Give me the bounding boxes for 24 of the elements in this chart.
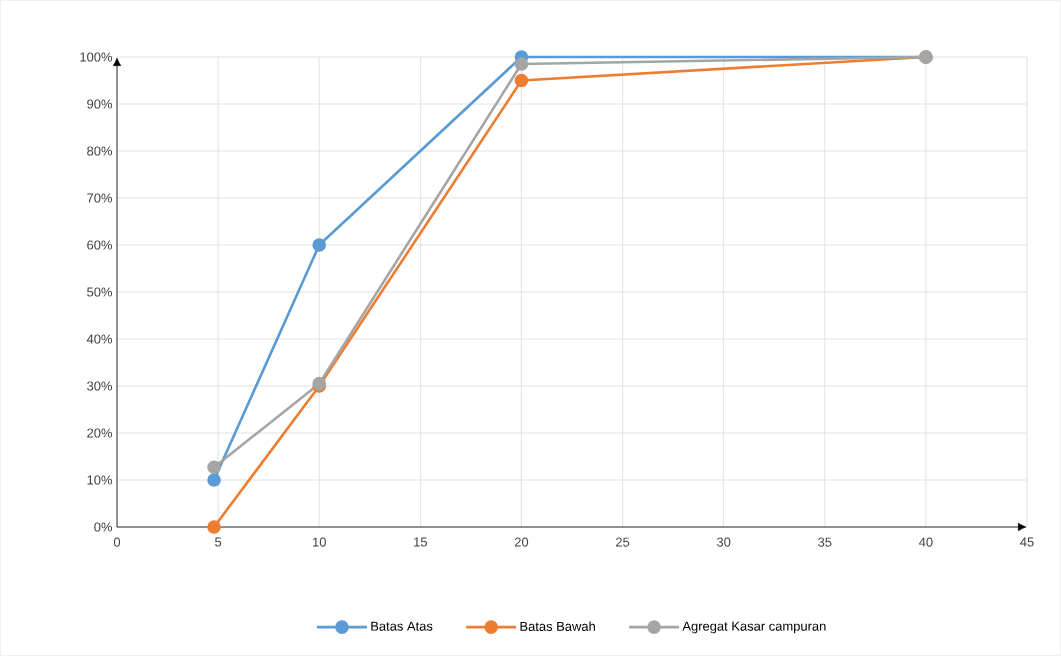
y-tick-label: 0%	[94, 522, 113, 532]
x-tick-label: 25	[616, 537, 630, 547]
x-tick-label: 10	[313, 537, 326, 547]
x-tick-label: 5	[215, 537, 222, 547]
y-tick-label: 60%	[87, 240, 113, 250]
x-tick-label: 35	[818, 537, 832, 547]
x-tick-label: 30	[716, 537, 731, 547]
y-tick-label: 10%	[87, 475, 113, 485]
legend-label: Batas Atas	[371, 621, 433, 631]
y-tick-label: 80%	[87, 146, 113, 156]
y-tick-label: 70%	[87, 193, 113, 203]
legend-label: Batas Bawah	[520, 621, 595, 631]
x-tick-label: 15	[414, 537, 427, 547]
x-tick-label: 0	[113, 537, 121, 547]
x-tick-label: 20	[514, 537, 529, 547]
y-tick-label: 40%	[86, 334, 113, 344]
x-tick-label: 40	[918, 537, 933, 547]
y-tick-label: 100%	[80, 52, 113, 62]
y-tick-label: 90%	[87, 99, 113, 109]
y-tick-label: 30%	[87, 381, 113, 391]
y-tick-label: 50%	[87, 287, 113, 297]
x-tick-label: 45	[1020, 537, 1034, 547]
legend-label: Agregat Kasar campuran	[682, 621, 826, 634]
y-tick-label: 20%	[87, 428, 113, 438]
